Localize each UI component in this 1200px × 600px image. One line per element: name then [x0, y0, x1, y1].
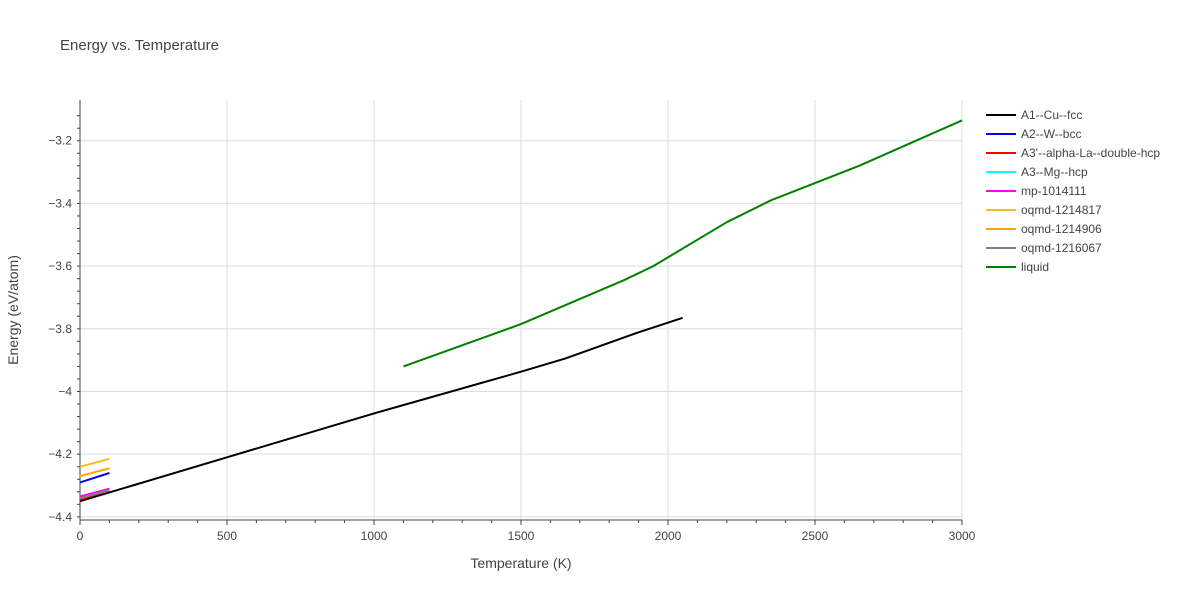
series-line-oqmd-1216067 — [79, 489, 110, 500]
series-line-a1-cu-fcc — [79, 316, 684, 503]
x-tick-label: 500 — [217, 529, 237, 543]
legend[interactable]: A1--Cu--fcc A2--W--bcc A3'--alpha-La--doub… — [986, 108, 1160, 274]
legend-item[interactable]: liquid — [986, 260, 1049, 274]
series-lines — [79, 119, 963, 503]
legend-item[interactable]: oqmd-1216067 — [986, 241, 1102, 255]
legend-label: mp-1014111 — [1021, 184, 1087, 198]
legend-item[interactable]: oqmd-1214906 — [986, 222, 1102, 236]
y-tick-label: −4.4 — [48, 510, 72, 524]
series-line-oqmd-1214906 — [79, 467, 110, 478]
legend-label: oqmd-1214906 — [1021, 222, 1102, 236]
x-axis-ticks: 0 500 1000 1500 2000 2500 3000 — [77, 529, 976, 543]
legend-item[interactable]: A3--Mg--hcp — [986, 165, 1088, 179]
legend-label: liquid — [1021, 260, 1049, 274]
series-line-mp-1014111 — [79, 487, 110, 498]
series-line-liquid — [403, 119, 963, 368]
x-tick-label: 1500 — [508, 529, 535, 543]
legend-item[interactable]: A3'--alpha-La--double-hcp — [986, 146, 1160, 160]
chart-title: Energy vs. Temperature — [60, 37, 219, 54]
y-tick-label: −3.6 — [48, 259, 72, 273]
y-axis-ticks: −4.4 −4.2 −4 −3.8 −3.6 −3.4 −3.2 — [48, 134, 72, 524]
legend-label: oqmd-1214817 — [1021, 203, 1102, 217]
y-tick-label: −4 — [58, 384, 72, 398]
x-tick-label: 1000 — [361, 529, 388, 543]
y-tick-label: −3.4 — [48, 196, 72, 210]
x-axis-title: Temperature (K) — [470, 555, 571, 571]
legend-item[interactable]: A1--Cu--fcc — [986, 108, 1082, 122]
legend-label: A2--W--bcc — [1021, 127, 1081, 141]
axes — [77, 100, 963, 525]
legend-item[interactable]: mp-1014111 — [986, 184, 1087, 198]
x-tick-label: 3000 — [949, 529, 976, 543]
series-line-a2-w-bcc — [79, 472, 110, 484]
x-tick-label: 2000 — [655, 529, 682, 543]
grid-lines — [80, 100, 963, 520]
x-tick-label: 2500 — [802, 529, 829, 543]
y-tick-label: −3.2 — [48, 134, 72, 148]
legend-label: oqmd-1216067 — [1021, 241, 1102, 255]
legend-item[interactable]: oqmd-1214817 — [986, 203, 1102, 217]
y-tick-label: −3.8 — [48, 322, 72, 336]
x-tick-label: 0 — [77, 529, 84, 543]
y-tick-label: −4.2 — [48, 447, 72, 461]
legend-label: A3'--alpha-La--double-hcp — [1021, 146, 1160, 160]
legend-item[interactable]: A2--W--bcc — [986, 127, 1081, 141]
legend-label: A3--Mg--hcp — [1021, 165, 1088, 179]
series-line-oqmd-1214817 — [79, 457, 110, 468]
y-axis-title: Energy (eV/atom) — [5, 255, 21, 365]
legend-label: A1--Cu--fcc — [1021, 108, 1082, 122]
